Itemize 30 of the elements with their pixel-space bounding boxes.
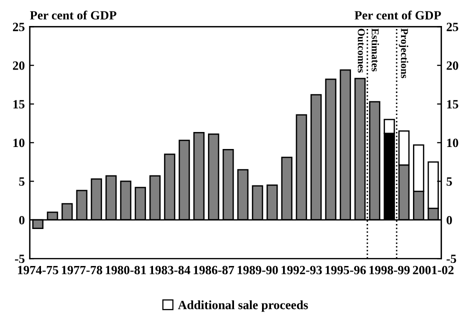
y2-tick-label: -5 (446, 254, 456, 264)
legend-label: Additional sale proceeds (178, 300, 308, 312)
x-tick-label: 1980-81 (106, 266, 146, 274)
x-tick-label: 2001-02 (412, 266, 454, 274)
y-tick-label: -5 (14, 254, 24, 264)
y2-tick-label: 10 (447, 138, 458, 148)
y2-tick-label: 15 (447, 100, 458, 108)
y2-tick-label: 5 (446, 177, 452, 186)
annotation: Estimates (372, 28, 379, 72)
y-tick-label: 20 (12, 61, 24, 70)
y2-tick-label: 0 (446, 216, 452, 224)
x-tick-label: 1992-93 (282, 266, 322, 274)
y2-tick-label: 20 (446, 61, 458, 70)
y-tick-label: 10 (13, 138, 24, 148)
x-tick-label: 1986-87 (194, 266, 234, 274)
x-tick-label: 1974-75 (18, 266, 58, 274)
x-tick-label: 1998-99 (369, 266, 410, 274)
x-tick-label: 1995-96 (326, 266, 366, 274)
annotation: Outcomes (358, 28, 365, 73)
x-tick-label: 1983-84 (150, 266, 190, 274)
y-axis-title: Per cent of GDP (30, 10, 116, 20)
y2-axis-title: Per cent of GDP (354, 10, 441, 20)
y2-tick-label: 25 (446, 22, 458, 32)
y-tick-label: 0 (19, 216, 24, 224)
y-tick-label: 25 (12, 22, 24, 32)
annotation: Projections (398, 28, 408, 78)
y-tick-label: 5 (19, 177, 24, 186)
x-tick-label: 1989-90 (238, 266, 278, 274)
x-tick-label: 1977-78 (62, 266, 102, 274)
y-tick-label: 15 (13, 100, 24, 108)
